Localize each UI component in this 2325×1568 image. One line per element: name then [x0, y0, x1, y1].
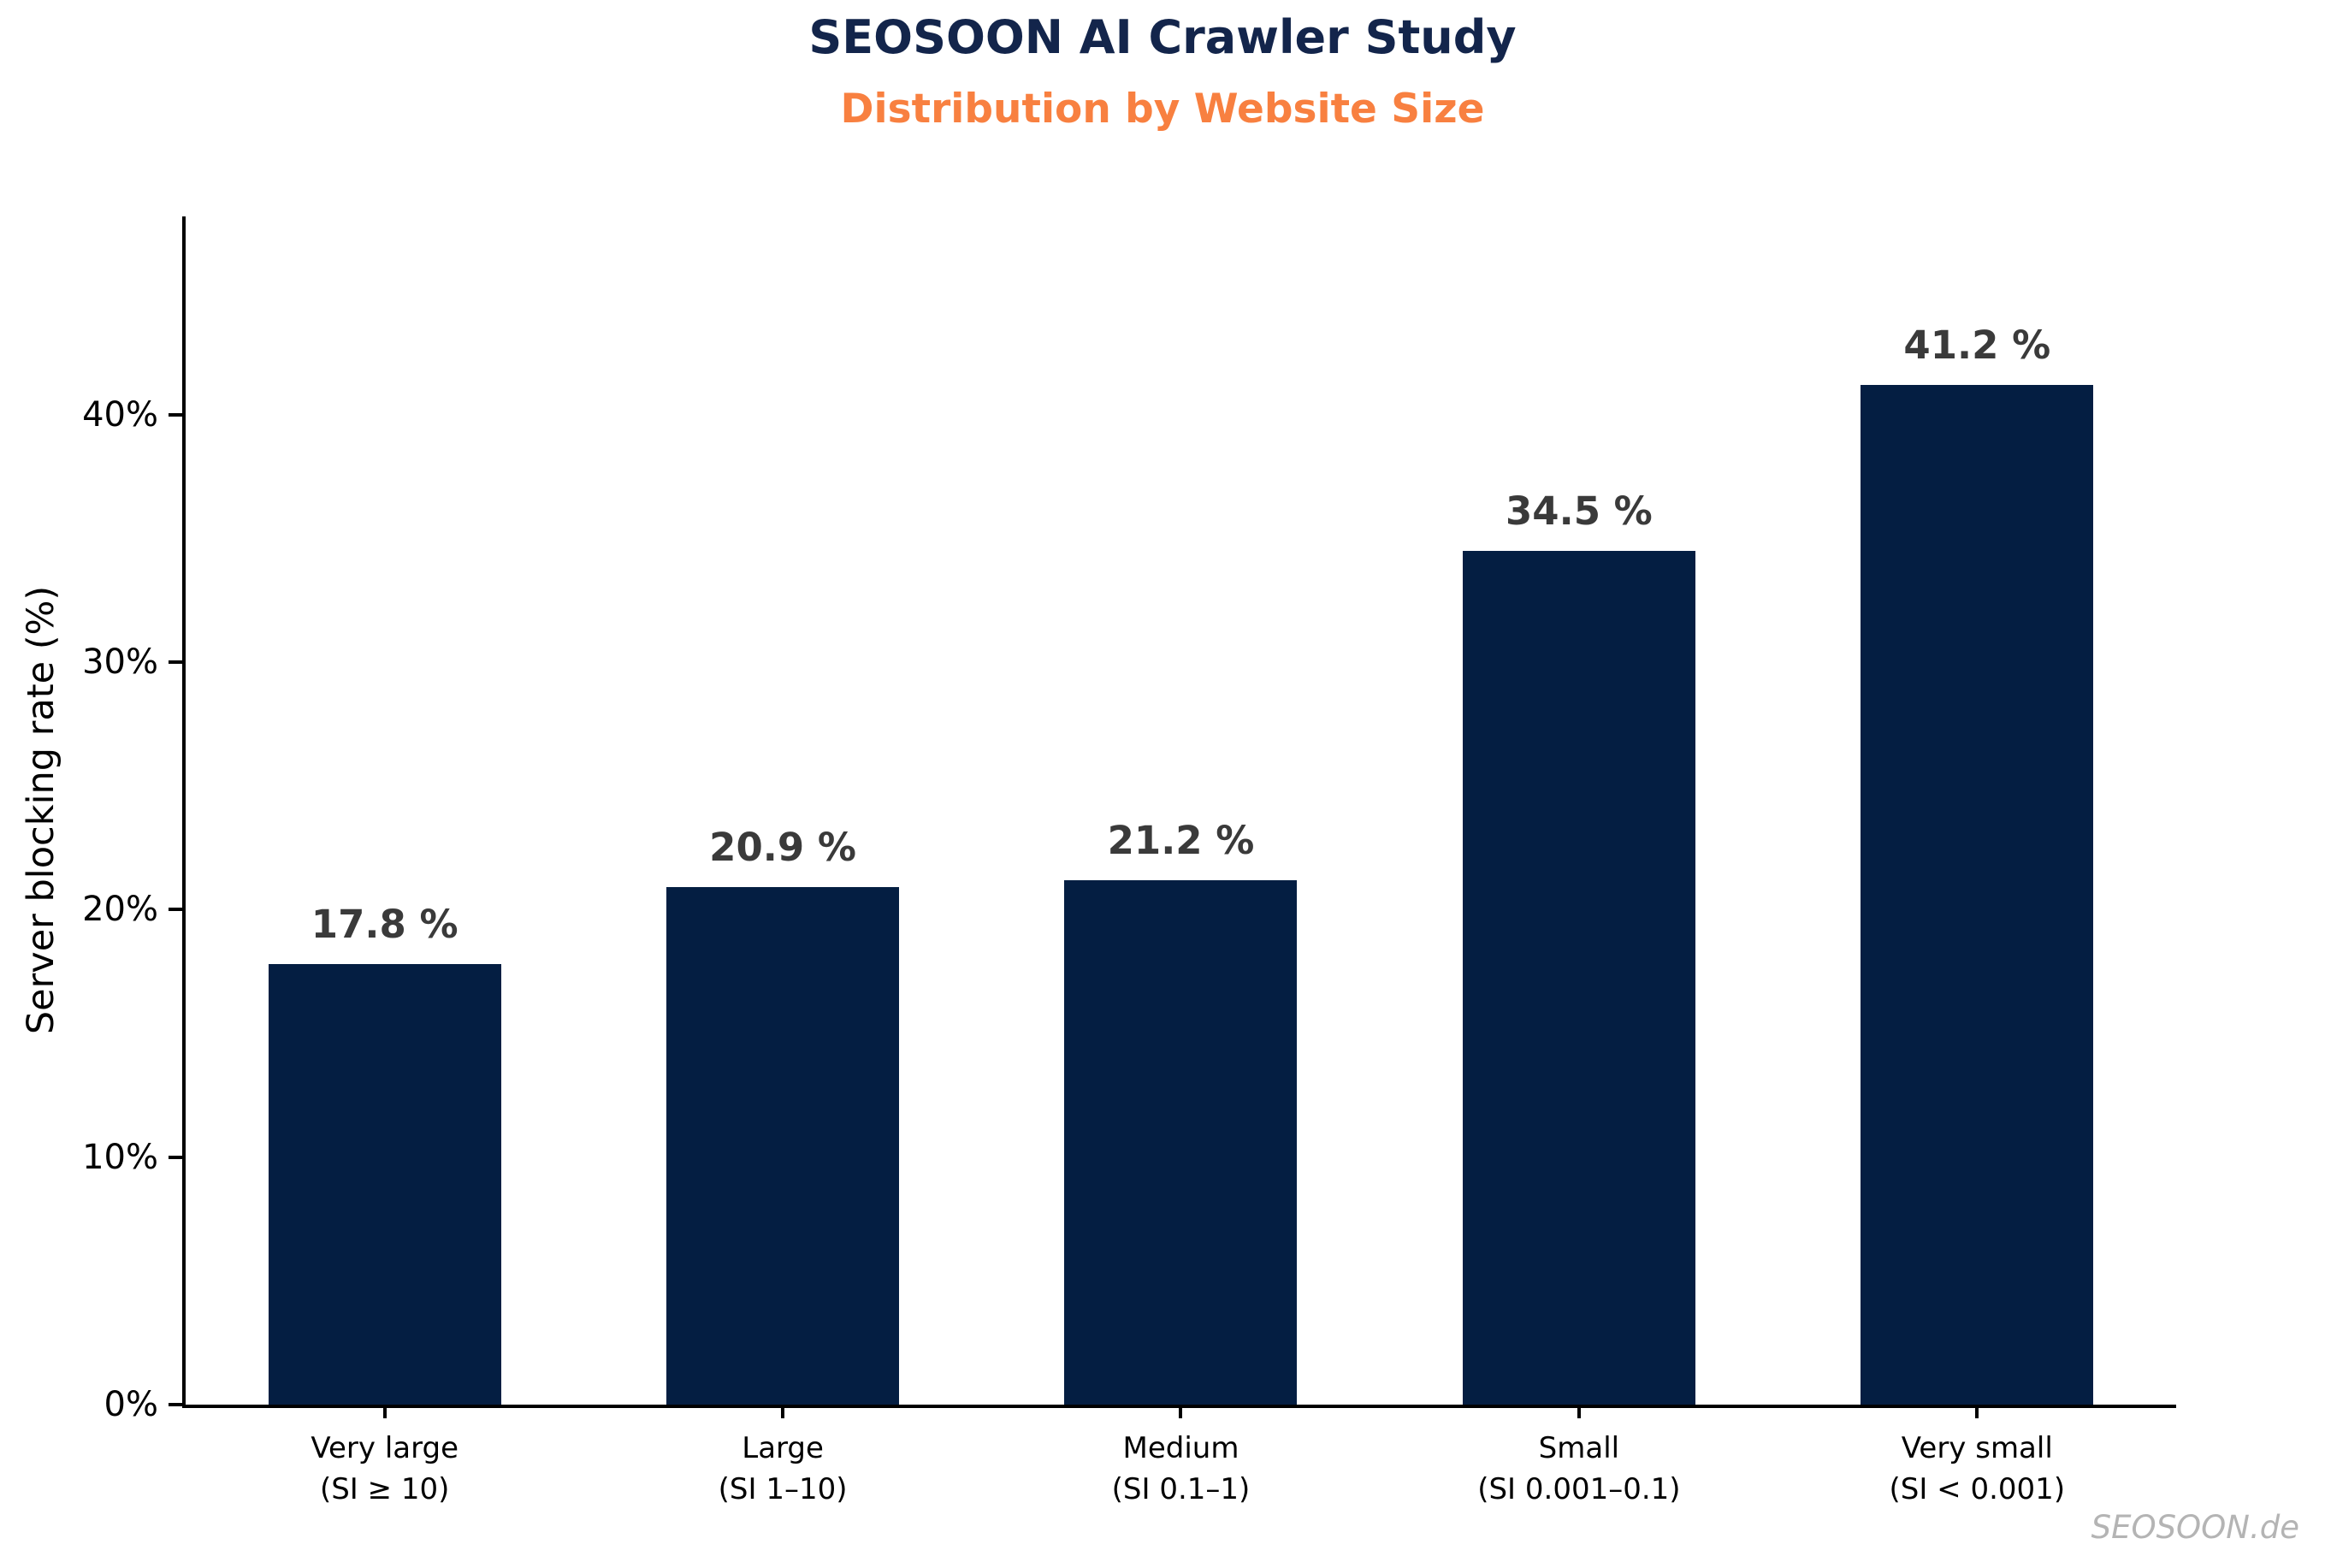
x-tick-label: Small (SI 0.001–0.1): [1380, 1429, 1778, 1510]
y-tick-mark: [169, 412, 182, 417]
category-name: Very large: [311, 1431, 458, 1465]
y-tick-label: 10%: [82, 1137, 158, 1177]
x-tick-label: Very small (SI < 0.001): [1778, 1429, 2176, 1510]
y-tick-label: 20%: [82, 890, 158, 930]
category-slot: 20.9 % Large (SI 1–10): [583, 216, 981, 1506]
y-tick-label: 30%: [82, 642, 158, 682]
bar-large: [666, 887, 900, 1405]
bar-very-small: [1861, 384, 2094, 1405]
category-name: Small: [1538, 1431, 1620, 1465]
plot-area: 0% 10% 20% 30% 40% 17.8 % Very large (SI ≥ 10) 2…: [82, 216, 2176, 1506]
x-tick-mark: [382, 1405, 387, 1418]
bar-medium: [1064, 879, 1298, 1405]
bar-very-large: [268, 963, 501, 1405]
category-name: Medium: [1122, 1431, 1239, 1465]
category-range: (SI < 0.001): [1889, 1471, 2066, 1506]
x-tick-label: Large (SI 1–10): [583, 1429, 981, 1510]
x-tick-mark: [1577, 1405, 1581, 1418]
y-tick-label: 0%: [104, 1385, 158, 1424]
category-name: Large: [742, 1431, 824, 1465]
category-slot: 41.2 % Very small (SI < 0.001): [1778, 216, 2176, 1506]
y-tick-mark: [169, 908, 182, 912]
y-axis-label: Server blocking rate (%): [20, 585, 62, 1035]
category-name: Very small: [1901, 1431, 2053, 1465]
x-tick-label: Medium (SI 0.1–1): [982, 1429, 1380, 1510]
category-range: (SI 0.1–1): [1111, 1471, 1251, 1506]
bar-value-label: 34.5 %: [1505, 488, 1653, 534]
y-tick-mark: [169, 660, 182, 664]
category-slot: 17.8 % Very large (SI ≥ 10): [186, 216, 583, 1506]
category-range: (SI ≥ 10): [319, 1471, 450, 1506]
bar-value-label: 17.8 %: [311, 901, 458, 947]
watermark: SEOSOON.de: [2091, 1509, 2299, 1546]
category-range: (SI 0.001–0.1): [1477, 1471, 1681, 1506]
bar-value-label: 41.2 %: [1903, 322, 2051, 368]
bar-value-label: 21.2 %: [1107, 817, 1255, 863]
bar-value-label: 20.9 %: [709, 825, 856, 871]
y-tick-mark: [169, 1403, 182, 1406]
y-tick-mark: [169, 1155, 182, 1159]
bar-small: [1462, 550, 1695, 1405]
x-tick-mark: [781, 1405, 785, 1418]
x-tick-mark: [1975, 1405, 1979, 1418]
category-slot: 34.5 % Small (SI 0.001–0.1): [1380, 216, 1778, 1506]
chart-title: SEOSOON AI Crawler Study: [808, 10, 1517, 64]
chart-subtitle: Distribution by Website Size: [840, 86, 1485, 133]
category-slot: 21.2 % Medium (SI 0.1–1): [982, 216, 1380, 1506]
x-tick-mark: [1179, 1405, 1183, 1418]
y-tick-label: 40%: [82, 394, 158, 435]
category-range: (SI 1–10): [718, 1471, 848, 1506]
x-tick-label: Very large (SI ≥ 10): [186, 1429, 583, 1510]
